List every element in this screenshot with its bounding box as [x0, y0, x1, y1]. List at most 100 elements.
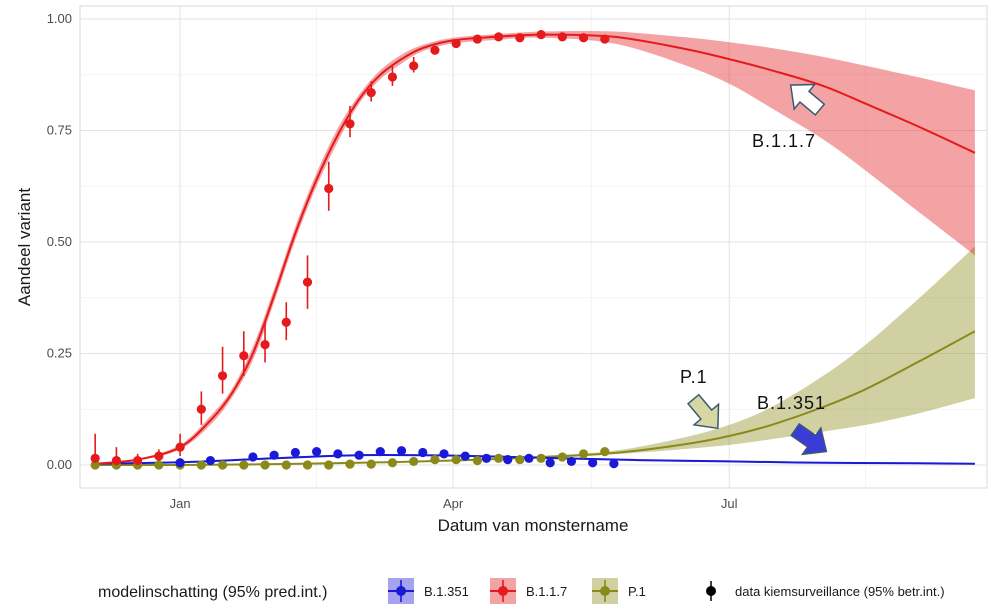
data-point-B.1.1.7	[111, 455, 122, 466]
data-point-P.1	[494, 453, 504, 463]
y-tick-label: 0.25	[47, 346, 72, 361]
data-point-B.1.1.7	[239, 351, 249, 361]
legend-item-B.1.1.7: B.1.1.7	[490, 578, 567, 604]
data-point-B.1.1.7	[366, 87, 376, 98]
data-point-P.1	[366, 459, 376, 469]
data-point-B.1.1.7	[133, 455, 143, 466]
data-point-B.1.1.7	[324, 183, 334, 194]
data-point-B.1.351	[375, 447, 385, 457]
plot-panel	[79, 5, 988, 489]
data-point-B.1.351	[396, 446, 407, 456]
data-point-P.1	[536, 453, 546, 463]
y-tick-label: 0.75	[47, 123, 72, 138]
legend-item-P.1: P.1	[592, 578, 646, 604]
data-point-B.1.1.7	[260, 339, 270, 350]
legend-label-P.1: P.1	[628, 584, 646, 599]
data-point-B.1.351	[588, 458, 598, 468]
annotation-label-B.1.351: B.1.351	[757, 393, 826, 413]
data-point-B.1.1.7	[217, 371, 228, 381]
legend-title: modelinschatting (95% pred.int.)	[98, 584, 327, 601]
data-point-P.1	[302, 460, 313, 470]
data-point-P.1	[154, 460, 164, 470]
data-point-P.1	[557, 452, 567, 462]
data-point-B.1.1.7	[175, 442, 185, 452]
data-point-B.1.1.7	[90, 453, 100, 463]
legend-swatch-point	[600, 586, 610, 596]
legend-swatch-point	[396, 586, 406, 596]
data-point-B.1.351	[524, 453, 534, 463]
data-point-P.1	[90, 460, 100, 470]
legend-data-point	[706, 586, 716, 596]
data-point-P.1	[430, 455, 440, 465]
annotation-arrow-shape	[687, 393, 720, 430]
data-point-P.1	[345, 459, 355, 469]
x-tick-label: Jul	[721, 496, 738, 511]
annotation-arrow-shape	[789, 83, 826, 116]
annotation-arrow-B117	[789, 83, 826, 116]
legend-swatch-point	[498, 586, 508, 596]
data-point-B.1.1.7	[409, 61, 419, 71]
data-point-B.1.351	[566, 456, 577, 467]
annotation-arrow-shape	[790, 422, 828, 456]
data-point-P.1	[472, 455, 482, 466]
annotation-arrow-B1351	[790, 422, 828, 456]
legend-label-B.1.1.7: B.1.1.7	[526, 584, 567, 599]
data-point-P.1	[196, 460, 206, 470]
data-point-B.1.1.7	[387, 72, 398, 82]
model-line-B.1.1.7	[95, 33, 976, 465]
data-point-B.1.351	[460, 451, 470, 461]
data-point-P.1	[515, 455, 525, 465]
legend: modelinschatting (95% pred.int.) B.1.351…	[98, 578, 945, 604]
legend-item-B.1.351: B.1.351	[388, 578, 469, 604]
data-point-B.1.351	[312, 447, 322, 457]
data-point-B.1.1.7	[494, 32, 504, 42]
annotation-arrow-P1	[687, 393, 720, 430]
data-point-B.1.351	[269, 450, 279, 460]
model-line-P.1	[95, 330, 976, 467]
x-tick-label: Jan	[170, 496, 191, 511]
data-point-B.1.1.7	[451, 38, 461, 49]
data-point-P.1	[239, 460, 249, 470]
data-point-P.1	[387, 458, 398, 468]
data-point-B.1.1.7	[154, 451, 164, 461]
data-point-B.1.351	[545, 458, 555, 468]
x-axis-title: Datum van monstername	[438, 516, 629, 535]
y-axis-title: Aandeel variant	[15, 188, 34, 306]
data-point-P.1	[281, 460, 291, 470]
data-point-B.1.351	[333, 449, 343, 459]
data-point-B.1.1.7	[345, 119, 355, 129]
data-point-P.1	[324, 460, 334, 470]
y-tick-label: 1.00	[47, 11, 72, 26]
data-point-B.1.1.7	[196, 404, 206, 414]
data-point-P.1	[451, 455, 461, 465]
data-point-B.1.351	[418, 447, 428, 458]
data-point-B.1.1.7	[557, 32, 567, 42]
data-point-B.1.351	[248, 452, 258, 462]
data-point-P.1	[578, 449, 589, 459]
data-point-P.1	[217, 460, 228, 470]
x-tick-label: Apr	[443, 496, 464, 511]
data-point-P.1	[260, 460, 270, 470]
data-point-B.1.351	[503, 455, 513, 465]
data-point-B.1.351	[175, 458, 185, 468]
y-tick-label: 0.00	[47, 457, 72, 472]
annotation-label-P.1: P.1	[680, 367, 708, 387]
data-point-B.1.351	[354, 450, 364, 460]
data-point-P.1	[600, 447, 610, 457]
data-point-B.1.1.7	[515, 33, 525, 43]
legend-label-B.1.351: B.1.351	[424, 584, 469, 599]
legend-data-label: data kiemsurveillance (95% betr.int.)	[735, 584, 945, 599]
data-point-B.1.1.7	[536, 30, 546, 40]
data-point-B.1.351	[439, 449, 449, 459]
data-point-B.1.1.7	[430, 45, 440, 55]
data-point-B.1.1.7	[600, 34, 610, 44]
data-point-B.1.351	[290, 447, 300, 458]
data-point-B.1.1.7	[302, 277, 313, 287]
annotation-label-B.1.1.7: B.1.1.7	[752, 131, 816, 151]
band-B.1.1.7	[95, 30, 975, 465]
data-point-B.1.351	[609, 459, 619, 469]
data-point-B.1.1.7	[281, 317, 291, 327]
legend-item-data: data kiemsurveillance (95% betr.int.)	[706, 581, 945, 601]
